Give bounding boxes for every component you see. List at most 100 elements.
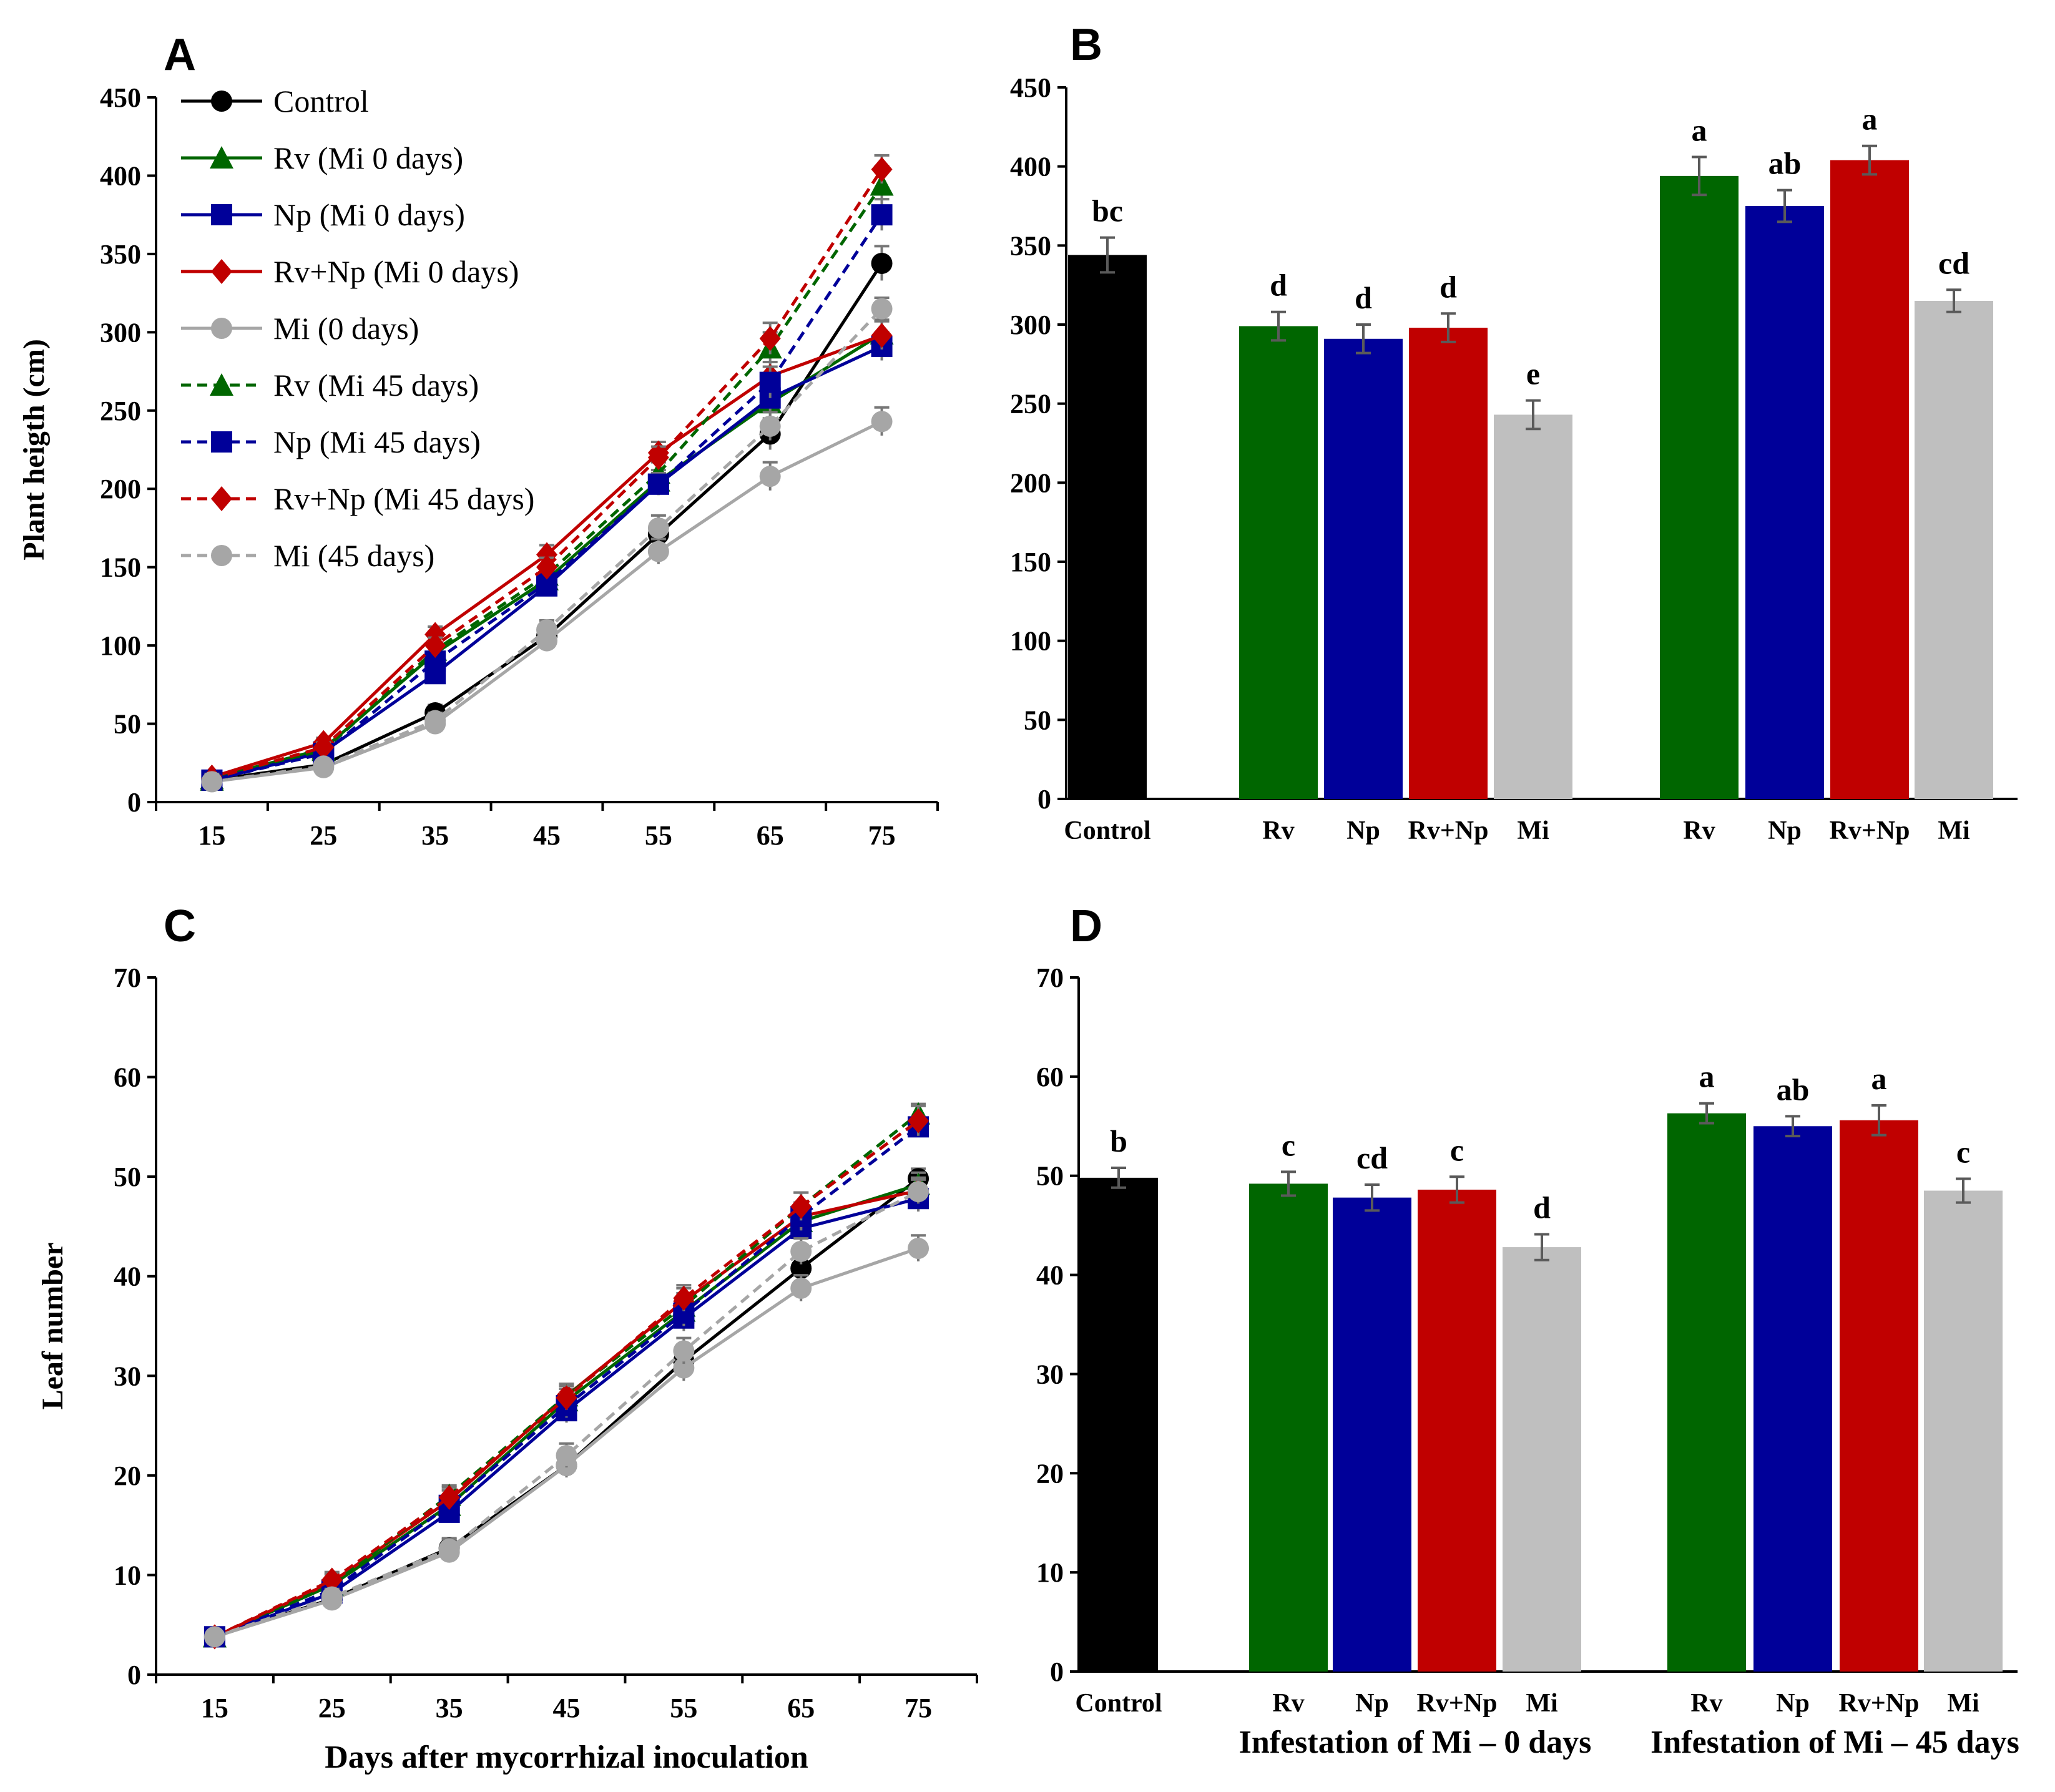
y-tick-label: 70 <box>1036 962 1064 993</box>
series-mi-45-days <box>204 1178 929 1648</box>
x-tick-label: 55 <box>670 1693 697 1723</box>
x-tick-label: Control <box>1075 1689 1162 1718</box>
significance-letter: e <box>1526 356 1540 391</box>
data-point <box>438 1538 460 1560</box>
panel-d-bar-chart: 010203040506070bControlcRvcdNpcRv+NpdMia… <box>1036 962 2019 1760</box>
data-point <box>321 1586 343 1608</box>
legend-label: Rv+Np (Mi 45 days) <box>273 481 534 516</box>
y-tick-label: 0 <box>127 1660 141 1690</box>
y-tick-label: 70 <box>114 962 141 993</box>
panel-c-line-chart: 0 10 20 30 40 50 60 70 15 25 35 45 55 65 75 Leaf number… <box>36 962 978 1775</box>
legend-marker <box>211 486 232 511</box>
significance-letter: d <box>1270 268 1287 303</box>
data-point <box>647 541 669 562</box>
x-tick-label: 45 <box>533 820 561 851</box>
significance-letter: bc <box>1092 193 1123 228</box>
data-point <box>790 1277 812 1299</box>
data-point <box>424 633 446 659</box>
bar-mi: e Mi <box>1494 356 1572 845</box>
y-tick-label: 20 <box>1036 1458 1064 1489</box>
bar-rv: d Rv <box>1239 268 1318 845</box>
y-tick-label: 300 <box>100 317 141 348</box>
data-point <box>871 298 893 320</box>
data-point <box>759 326 781 351</box>
legend-label: Np (Mi 0 days) <box>273 197 465 232</box>
bar <box>1660 175 1739 799</box>
legend-label: Rv (Mi 45 days) <box>273 368 479 403</box>
significance-letter: d <box>1439 269 1457 304</box>
data-point <box>870 173 894 196</box>
x-tick-label: Rv+Np <box>1839 1689 1920 1718</box>
series-mi-45-days <box>201 296 893 793</box>
data-point <box>790 1194 812 1220</box>
data-point <box>871 323 893 348</box>
bar <box>1667 1113 1746 1672</box>
significance-letter: b <box>1110 1124 1127 1158</box>
x-tick-label: Mi <box>1526 1689 1558 1718</box>
data-point <box>759 371 781 393</box>
bar-np: d Np <box>1324 280 1403 845</box>
y-tick-label: 450 <box>1010 72 1051 103</box>
x-tick-label: Np <box>1776 1689 1810 1718</box>
y-tick-label: 0 <box>1037 784 1051 815</box>
data-point <box>673 1285 695 1311</box>
x-tick-label: Mi <box>1938 816 1970 845</box>
x-tick-label: Rv <box>1683 816 1715 845</box>
legend-item-mi-45-days: Mi (45 days) <box>181 538 434 573</box>
x-tick-label: 35 <box>436 1693 463 1723</box>
y-axis-title: Leaf number <box>36 1243 69 1410</box>
y-tick-label: 300 <box>1010 310 1051 340</box>
data-point <box>536 554 557 580</box>
y-tick-label: 250 <box>1010 389 1051 419</box>
significance-letter: a <box>1692 112 1707 147</box>
data-point <box>201 771 223 793</box>
x-tick-label: 75 <box>868 820 896 851</box>
series-rv-np-mi-45-days <box>201 154 893 791</box>
legend-marker <box>211 431 232 453</box>
x-tick-label: 55 <box>645 820 672 851</box>
data-point <box>536 619 557 641</box>
data-point <box>556 1385 577 1411</box>
legend-item-rv-mi-0-days: Rv (Mi 0 days) <box>181 140 463 175</box>
x-tick-label: 25 <box>318 1693 346 1723</box>
bar <box>1249 1183 1328 1672</box>
data-point <box>790 1257 812 1279</box>
significance-letter: a <box>1862 102 1878 137</box>
y-tick-label: 400 <box>100 160 141 191</box>
x-tick-label: Rv <box>1272 1689 1304 1718</box>
legend-marker <box>210 146 233 169</box>
bar-rv: a Rv <box>1660 112 1739 845</box>
bar-mi: c Mi <box>1924 1134 2003 1718</box>
data-point <box>759 466 781 487</box>
y-tick-label: 150 <box>1010 547 1051 577</box>
y-tick-label: 450 <box>100 82 141 113</box>
legend-label: Control <box>273 84 369 119</box>
legend-marker <box>210 373 233 396</box>
bar-rv: a Rv <box>1667 1059 1746 1718</box>
data-point <box>908 1181 929 1203</box>
significance-letter: ab <box>1777 1072 1810 1107</box>
significance-letter: c <box>1282 1127 1295 1162</box>
legend-label: Mi (0 days) <box>273 311 419 346</box>
bar-mi: d Mi <box>1503 1190 1581 1718</box>
bar-np: cd Np <box>1333 1140 1411 1718</box>
data-point <box>908 1238 929 1260</box>
x-tick-label: 45 <box>553 1693 581 1723</box>
y-tick-label: 0 <box>1050 1657 1064 1687</box>
data-point <box>908 1108 929 1133</box>
bar-np: ab Np <box>1745 146 1824 845</box>
data-point <box>313 755 335 777</box>
x-tick-label: 35 <box>421 820 449 851</box>
bar <box>1830 160 1909 799</box>
x-tick-label: Rv <box>1262 816 1294 845</box>
panel-letter-a: A <box>164 30 196 80</box>
x-tick-label: Np <box>1768 816 1802 845</box>
y-tick-label: 50 <box>1036 1161 1064 1192</box>
x-tick-label: 15 <box>198 820 225 851</box>
data-point <box>759 415 781 437</box>
bar-rv-np: d Rv+Np <box>1408 269 1489 845</box>
y-tick-label: 30 <box>114 1361 141 1391</box>
data-point <box>647 473 669 495</box>
y-tick-label: 60 <box>1036 1062 1064 1092</box>
